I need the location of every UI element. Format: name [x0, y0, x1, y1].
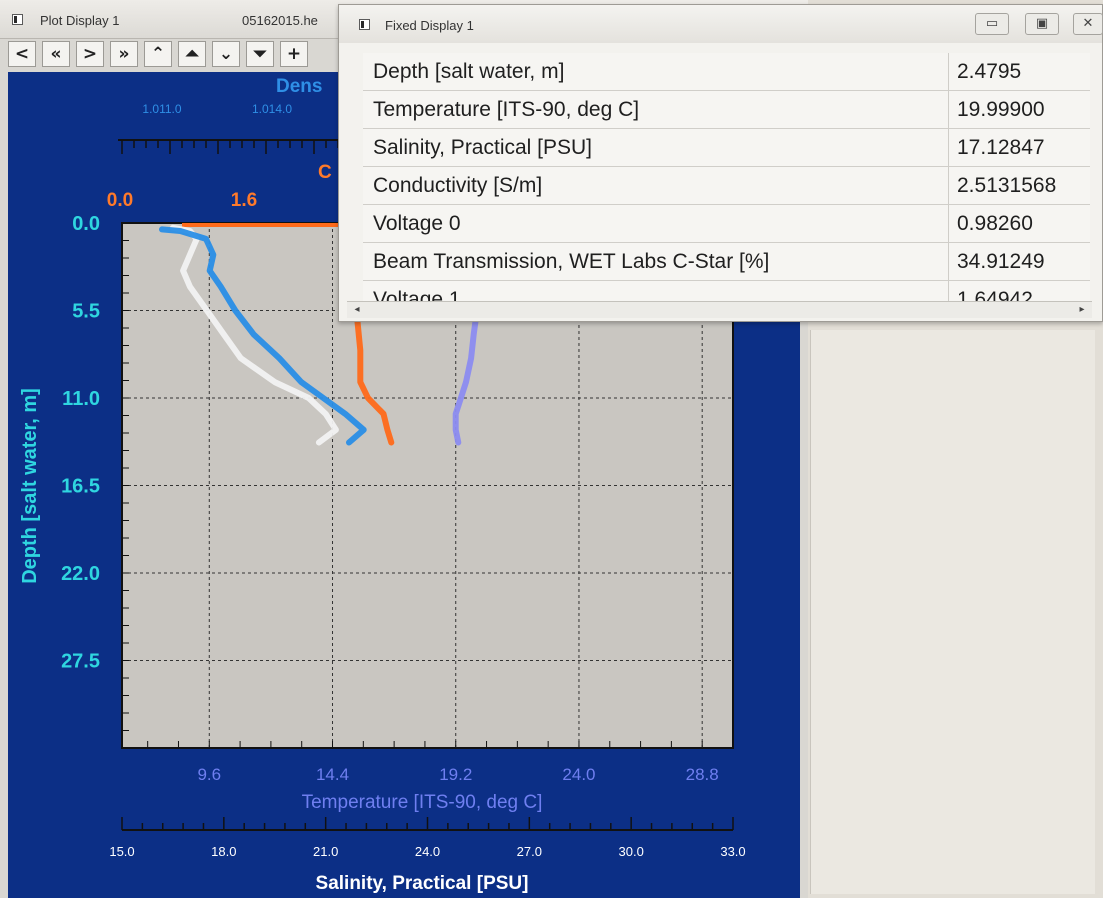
conductivity-axis-label: C — [318, 162, 332, 183]
row-label: Depth [salt water, m] — [373, 60, 565, 83]
fixed-display-row: Voltage 0 0.98260 — [363, 205, 1090, 243]
row-label: Temperature [ITS-90, deg C] — [373, 98, 640, 121]
scroll-far-up-button[interactable]: ⏶ — [178, 41, 206, 67]
temperature-tick-label: 28.8 — [686, 765, 719, 784]
maximize-button[interactable]: ▣ — [1025, 13, 1059, 35]
salinity-tick-label: 33.0 — [720, 844, 745, 859]
y-axis-label: Depth [salt water, m] — [19, 388, 41, 584]
scroll-far-left-button[interactable]: « — [42, 41, 70, 67]
scroll-down-button[interactable]: ⌄ — [212, 41, 240, 67]
y-tick-label: 22.0 — [61, 563, 100, 585]
fixed-display-titlebar[interactable]: Fixed Display 1 ▭ ▣ ✕ — [339, 5, 1103, 43]
fixed-display-row: Beam Transmission, WET Labs C-Star [%] 34… — [363, 243, 1090, 281]
desktop-background-panel — [810, 330, 1095, 894]
row-value: 19.99900 — [957, 98, 1045, 121]
scroll-far-down-button[interactable]: ⏷ — [246, 41, 274, 67]
row-value: 2.5131568 — [957, 174, 1057, 197]
y-tick-label: 0.0 — [72, 213, 100, 235]
density-series-line — [159, 226, 367, 446]
column-separator — [948, 53, 949, 301]
fixed-display-row: Conductivity [S/m] 2.5131568 — [363, 167, 1090, 205]
y-tick-label: 16.5 — [61, 476, 100, 498]
density-tick-label: 1.014.0 — [252, 102, 292, 116]
zoom-in-button[interactable]: + — [280, 41, 308, 67]
row-label: Beam Transmission, WET Labs C-Star [%] — [373, 250, 770, 273]
temperature-axis-label: Temperature [ITS-90, deg C] — [302, 792, 543, 813]
density-tick-label: 1.011.0 — [142, 102, 181, 116]
window-icon — [12, 14, 23, 25]
salinity-tick-label: 21.0 — [313, 844, 338, 859]
row-value: 0.98260 — [957, 212, 1033, 235]
scroll-left-arrow-icon[interactable]: ◂ — [354, 304, 360, 315]
row-label: Voltage 1 — [373, 288, 461, 301]
scroll-up-button[interactable]: ⌃ — [144, 41, 172, 67]
row-value: 34.91249 — [957, 250, 1045, 273]
salinity-tick-label: 24.0 — [415, 844, 440, 859]
salinity-tick-label: 30.0 — [619, 844, 644, 859]
row-value: 17.12847 — [957, 136, 1045, 159]
y-tick-label: 27.5 — [61, 651, 100, 673]
salinity-tick-label: 27.0 — [517, 844, 542, 859]
temperature-tick-label: 24.0 — [562, 765, 595, 784]
scroll-right-arrow-icon[interactable]: ▸ — [1079, 304, 1085, 315]
close-button[interactable]: ✕ — [1073, 13, 1103, 35]
row-value: 1.64942 — [957, 288, 1033, 301]
fixed-display-row: Depth [salt water, m] 2.4795 — [363, 53, 1090, 91]
fixed-display-table: Depth [salt water, m] 2.4795 Temperature [… — [363, 53, 1090, 301]
temperature-tick-label: 9.6 — [197, 765, 221, 784]
row-label: Voltage 0 — [373, 212, 461, 235]
conductivity-tick-label: 1.6 — [231, 190, 257, 211]
row-value: 2.4795 — [957, 60, 1022, 83]
fixed-display-row: Voltage 1 1.64942 — [363, 281, 1090, 301]
fixed-display-window: Fixed Display 1 ▭ ▣ ✕ Depth [salt water,… — [338, 4, 1103, 322]
plot-filename: 05162015.he — [242, 13, 318, 28]
minimize-button[interactable]: ▭ — [975, 13, 1009, 35]
scroll-right-button[interactable]: > — [76, 41, 104, 67]
row-label: Conductivity [S/m] — [373, 174, 543, 197]
conductivity-tick-label: 0.0 — [107, 190, 133, 211]
window-icon — [359, 19, 370, 30]
salinity-series-line — [169, 224, 339, 446]
horizontal-scrollbar[interactable]: ◂ ▸ — [347, 301, 1092, 318]
y-tick-label: 11.0 — [62, 388, 100, 410]
row-label: Salinity, Practical [PSU] — [373, 136, 593, 159]
salinity-tick-label: 18.0 — [211, 844, 236, 859]
temperature-tick-label: 19.2 — [439, 765, 472, 784]
salinity-axis-label: Salinity, Practical [PSU] — [316, 873, 529, 894]
fixed-window-title: Fixed Display 1 — [385, 18, 474, 33]
scroll-left-button[interactable]: < — [8, 41, 36, 67]
fixed-display-row: Salinity, Practical [PSU] 17.12847 — [363, 129, 1090, 167]
temperature-series-line — [452, 312, 480, 446]
temperature-tick-label: 14.4 — [316, 765, 349, 784]
salinity-tick-label: 15.0 — [109, 844, 134, 859]
scroll-far-right-button[interactable]: » — [110, 41, 138, 67]
density-axis-label: Dens — [276, 76, 322, 97]
fixed-display-row: Temperature [ITS-90, deg C] 19.99900 — [363, 91, 1090, 129]
y-tick-label: 5.5 — [72, 301, 100, 323]
plot-window-title: Plot Display 1 — [40, 13, 120, 28]
